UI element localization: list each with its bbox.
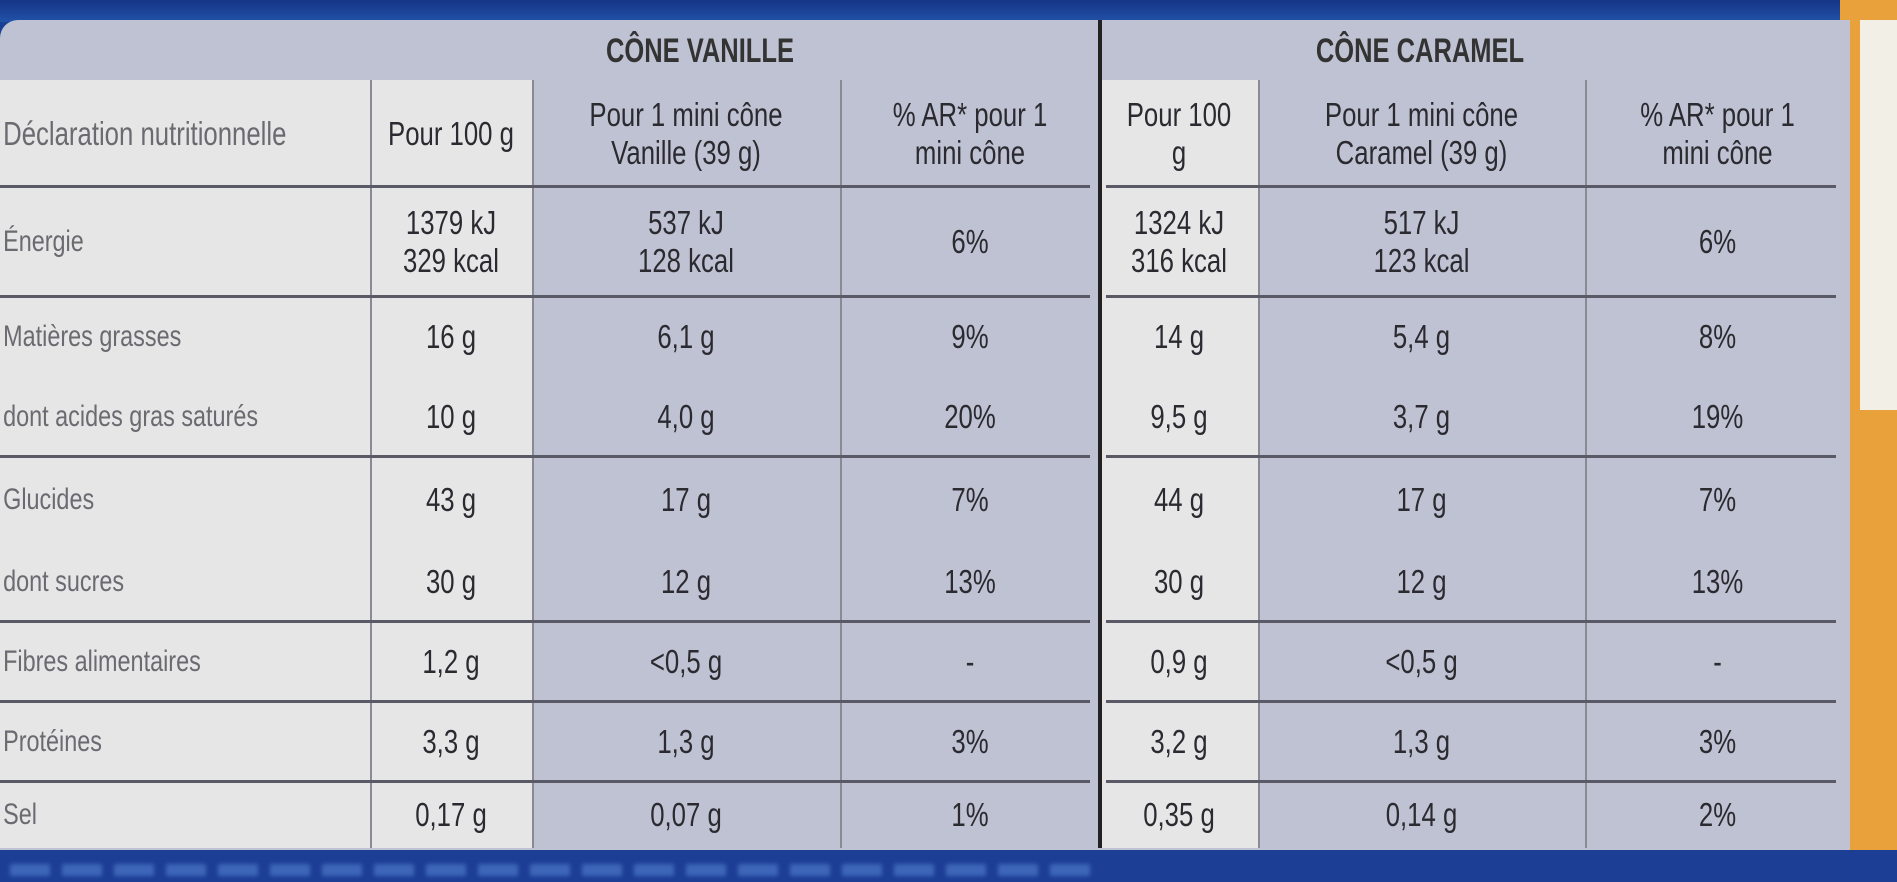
row-7-vanille-ar: 3% bbox=[951, 723, 989, 760]
header-caramel-per-100g: Pour 100 g bbox=[1126, 95, 1232, 171]
packaging-blue-band-bottom bbox=[0, 850, 1897, 882]
row-8-vanille-ar: 1% bbox=[951, 796, 989, 833]
row-1-caramel-ar: 6% bbox=[1698, 223, 1737, 260]
row-6-caramel-per-cone: <0,5 g bbox=[1385, 643, 1458, 680]
row-2-vanille-ar: 9% bbox=[951, 318, 989, 355]
row-5-caramel-per-100g: 30 g bbox=[1153, 563, 1205, 600]
row-4-vanille-per-100g: 43 g bbox=[425, 480, 477, 518]
row-8-caramel-per-cone: 0,14 g bbox=[1385, 796, 1458, 833]
row-7-label: Protéines bbox=[3, 725, 102, 758]
row-6-caramel-per-100g: 0,9 g bbox=[1150, 643, 1208, 680]
row-5-vanille-per-cone: 12 g bbox=[660, 563, 712, 600]
row-divider bbox=[0, 700, 1090, 703]
row-3-caramel-per-cone: 3,7 g bbox=[1392, 398, 1451, 435]
row-divider bbox=[0, 780, 1090, 783]
row-7-vanille-per-100g: 3,3 g bbox=[422, 723, 480, 760]
column-divider bbox=[1585, 80, 1587, 848]
row-6-vanille-ar: - bbox=[965, 643, 975, 680]
light-columns-bg bbox=[0, 80, 532, 848]
row-divider bbox=[1106, 620, 1836, 623]
row-divider bbox=[1106, 185, 1836, 188]
row-7-caramel-ar: 3% bbox=[1698, 723, 1737, 760]
row-divider bbox=[1106, 295, 1836, 298]
row-7-caramel-per-100g: 3,2 g bbox=[1150, 723, 1208, 760]
row-divider bbox=[0, 620, 1090, 623]
row-3-caramel-per-100g: 9,5 g bbox=[1150, 398, 1208, 435]
row-7-vanille-per-cone: 1,3 g bbox=[657, 723, 715, 760]
packaging-light-edge bbox=[1860, 20, 1897, 410]
header-vanille-per-100g: Pour 100 g bbox=[388, 114, 514, 152]
header-caramel-per-cone: Pour 1 mini cône Caramel (39 g) bbox=[1324, 95, 1519, 171]
row-1-caramel-per-cone: 517 kJ 123 kcal bbox=[1373, 204, 1470, 279]
row-7-caramel-per-cone: 1,3 g bbox=[1392, 723, 1451, 760]
header-caramel-ar: % AR* pour 1 mini cône bbox=[1640, 95, 1795, 171]
row-6-label: Fibres alimentaires bbox=[3, 645, 201, 678]
row-1-label: Énergie bbox=[3, 225, 84, 258]
row-8-vanille-per-cone: 0,07 g bbox=[650, 796, 722, 833]
row-6-vanille-per-cone: <0,5 g bbox=[649, 643, 723, 680]
row-5-vanille-ar: 13% bbox=[944, 563, 996, 600]
product-title-vanille: CÔNE VANILLE bbox=[606, 32, 794, 70]
row-8-caramel-per-100g: 0,35 g bbox=[1143, 796, 1215, 833]
row-2-label: Matières grasses bbox=[3, 320, 182, 353]
packaging-blue-band-top bbox=[0, 0, 1897, 22]
column-divider bbox=[370, 80, 372, 848]
row-divider bbox=[0, 295, 1090, 298]
row-6-caramel-ar: - bbox=[1713, 643, 1722, 680]
product-title-caramel: CÔNE CARAMEL bbox=[1315, 32, 1525, 70]
row-8-vanille-per-100g: 0,17 g bbox=[415, 796, 487, 833]
header-vanille-per-cone: Pour 1 mini cône Vanille (39 g) bbox=[589, 95, 783, 171]
footnote-blurred bbox=[10, 864, 1090, 876]
row-8-caramel-ar: 2% bbox=[1698, 796, 1737, 833]
row-divider bbox=[0, 185, 1090, 188]
row-divider bbox=[1106, 455, 1836, 458]
header-vanille-ar: % AR* pour 1 mini cône bbox=[892, 95, 1048, 171]
row-3-vanille-per-cone: 4,0 g bbox=[657, 398, 715, 435]
column-divider bbox=[1258, 80, 1260, 848]
row-2-caramel-ar: 8% bbox=[1698, 318, 1737, 355]
row-2-caramel-per-cone: 5,4 g bbox=[1392, 318, 1451, 355]
row-3-vanille-per-100g: 10 g bbox=[425, 398, 477, 435]
row-5-caramel-per-cone: 12 g bbox=[1396, 563, 1447, 600]
product-divider bbox=[1098, 20, 1102, 848]
row-3-vanille-ar: 20% bbox=[944, 398, 996, 435]
row-divider bbox=[1106, 700, 1836, 703]
column-divider bbox=[532, 80, 534, 848]
row-divider bbox=[1106, 780, 1836, 783]
row-5-caramel-ar: 13% bbox=[1691, 563, 1744, 600]
row-4-caramel-ar: 7% bbox=[1698, 480, 1737, 518]
row-2-vanille-per-100g: 16 g bbox=[425, 318, 477, 355]
column-divider bbox=[840, 80, 842, 848]
row-5-label: dont sucres bbox=[3, 565, 125, 598]
header-label: Déclaration nutritionnelle bbox=[3, 114, 287, 152]
row-5-vanille-per-100g: 30 g bbox=[425, 563, 477, 600]
row-1-vanille-per-100g: 1379 kJ 329 kcal bbox=[403, 204, 499, 279]
row-6-vanille-per-100g: 1,2 g bbox=[422, 643, 480, 680]
row-4-label: Glucides bbox=[3, 482, 95, 516]
row-1-vanille-ar: 6% bbox=[951, 223, 989, 260]
row-3-label: dont acides gras saturés bbox=[3, 400, 259, 433]
row-4-vanille-ar: 7% bbox=[951, 480, 989, 518]
row-4-caramel-per-cone: 17 g bbox=[1396, 480, 1447, 518]
row-2-vanille-per-cone: 6,1 g bbox=[657, 318, 715, 355]
row-2-caramel-per-100g: 14 g bbox=[1153, 318, 1205, 355]
row-8-label: Sel bbox=[3, 798, 37, 831]
row-divider bbox=[0, 455, 1090, 458]
light-column-caramel-bg bbox=[1100, 80, 1258, 848]
row-4-caramel-per-100g: 44 g bbox=[1153, 480, 1205, 518]
row-1-caramel-per-100g: 1324 kJ 316 kcal bbox=[1131, 204, 1227, 279]
row-4-vanille-per-cone: 17 g bbox=[660, 480, 712, 518]
row-1-vanille-per-cone: 537 kJ 128 kcal bbox=[638, 204, 734, 279]
row-3-caramel-ar: 19% bbox=[1691, 398, 1744, 435]
